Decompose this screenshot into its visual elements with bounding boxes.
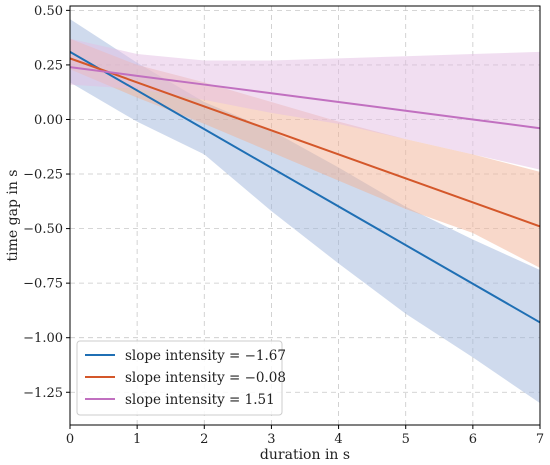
y-tick-label: 0.50: [34, 4, 63, 19]
x-tick-label: 4: [334, 432, 342, 447]
x-tick-label: 7: [536, 432, 544, 447]
x-tick-label: 6: [469, 432, 477, 447]
y-tick-label: −1.00: [23, 331, 63, 346]
x-tick-label: 0: [66, 432, 74, 447]
x-tick-label: 3: [267, 432, 275, 447]
legend-box: [76, 340, 283, 416]
series-line: [69, 50, 541, 324]
legend-item: slope intensity = −0.08: [85, 370, 286, 386]
x-axis-title: duration in s: [260, 447, 350, 463]
series-line: [69, 66, 541, 130]
y-axis-title: time gap in s: [5, 170, 21, 262]
y-tick-label: −0.75: [23, 277, 63, 292]
y-tick-label: 0.00: [34, 113, 63, 128]
legend-label: slope intensity = −1.67: [125, 348, 286, 364]
y-tick-label: 0.25: [34, 58, 63, 73]
x-tick-label: 5: [402, 432, 410, 447]
legend-item: slope intensity = −1.67: [85, 348, 286, 364]
plot-frame: [69, 5, 541, 426]
axis-ticks: 0 1 2 3 4 5 6 7 −1.25 −1.00 −0.75 −0.50 −0.25 0.00 0.2…: [23, 4, 544, 447]
series-line: [69, 57, 541, 228]
x-tick-label: 1: [133, 432, 141, 447]
confidence-band: [70, 38, 540, 170]
y-tick-label: −0.25: [23, 168, 63, 183]
legend-label: slope intensity = 1.51: [125, 392, 275, 408]
y-tick-label: −0.50: [23, 222, 63, 237]
y-tick-label: −1.25: [23, 386, 63, 401]
x-tick-label: 2: [200, 432, 208, 447]
legend-label: slope intensity = −0.08: [125, 370, 286, 386]
series-lines: [69, 50, 541, 324]
confidence-bands: [70, 19, 540, 404]
legend: slope intensity = −1.67 slope intensity =…: [76, 340, 286, 416]
legend-item: slope intensity = 1.51: [85, 392, 275, 408]
